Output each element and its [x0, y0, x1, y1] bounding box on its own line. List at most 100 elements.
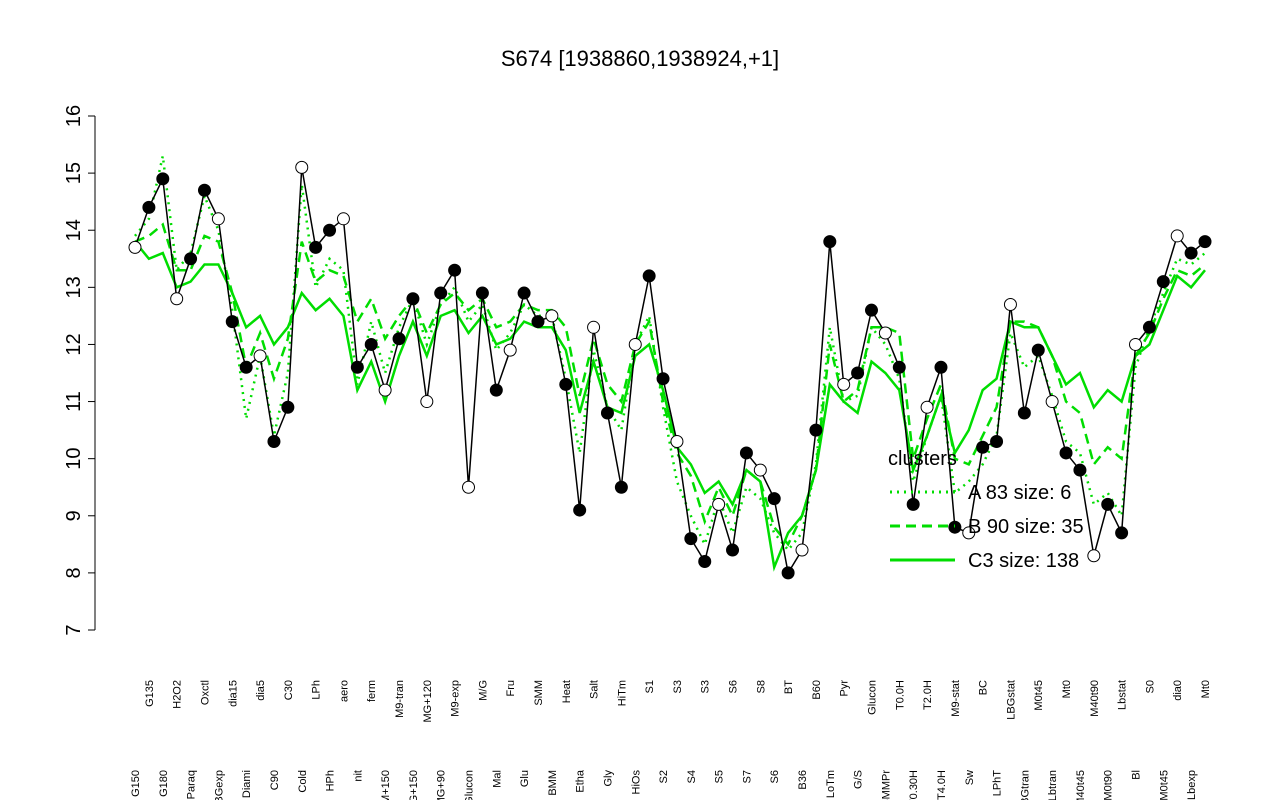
y-tick-label: 10 [63, 448, 85, 470]
data-point [1142, 320, 1156, 334]
x-tick-label: MG+90 [436, 770, 448, 800]
data-point [726, 543, 740, 557]
x-tick-label: Pyr [839, 680, 851, 697]
x-tick-label: nit [352, 770, 364, 782]
x-tick-label: BT [783, 680, 795, 694]
data-point [1087, 549, 1101, 563]
data-point [1073, 463, 1087, 477]
data-point [587, 320, 601, 334]
x-tick-label: Paraq [186, 770, 198, 799]
legend-title: clusters [888, 448, 957, 470]
x-tick-label: GM+150 [380, 770, 392, 800]
data-point [976, 440, 990, 454]
data-point [1115, 526, 1129, 540]
data-point [656, 372, 670, 386]
x-tick-label: S8 [755, 680, 767, 693]
x-tick-label: Fru [505, 680, 517, 697]
x-tick-label: MG+120 [422, 680, 434, 723]
x-tick-label: M40t45 [1075, 770, 1087, 800]
x-tick-label: M0t45 [1033, 680, 1045, 711]
data-point [962, 526, 976, 540]
data-point [531, 315, 545, 329]
data-point [1156, 275, 1170, 289]
data-point [1045, 395, 1059, 409]
x-tick-label: dia15 [227, 680, 239, 707]
x-tick-label: LPhT [992, 770, 1004, 797]
data-point [712, 497, 726, 511]
x-tick-label: S1 [644, 680, 656, 693]
chart-title: S674 [1938860,1938924,+1] [501, 46, 779, 71]
x-tick-label: S3 [672, 680, 684, 693]
x-tick-label: C30 [283, 680, 295, 700]
x-tick-label: LBGstat [1005, 680, 1017, 720]
data-point [211, 212, 225, 226]
y-tick-label: 16 [63, 105, 85, 127]
data-point [1170, 229, 1184, 243]
data-point [197, 183, 211, 197]
data-point [156, 172, 170, 186]
y-tick-label: 11 [63, 391, 85, 412]
y-tick-label: 7 [63, 624, 85, 635]
x-tick-label: Lbexp [1186, 770, 1198, 800]
x-tick-label: G150 [130, 770, 142, 797]
data-point [906, 497, 920, 511]
x-tick-label: Glucon [464, 770, 476, 800]
x-tick-label: T0.30H [908, 770, 920, 800]
x-tick-label: Cold [297, 770, 309, 793]
x-tick-label: Mt0 [1200, 680, 1212, 698]
data-point [795, 543, 809, 557]
x-tick-label: Heat [561, 680, 573, 703]
data-point [489, 383, 503, 397]
data-point [698, 554, 712, 568]
data-point [628, 337, 642, 351]
y-tick-label: 14 [63, 219, 85, 241]
x-tick-label: LoTm [825, 770, 837, 798]
x-tick-label: S2 [658, 770, 670, 783]
x-tick-label: ferm [366, 680, 378, 702]
x-tick-label: S4 [686, 770, 698, 783]
data-point [170, 292, 184, 306]
data-point [600, 406, 614, 420]
x-tick-label: BMM [547, 770, 559, 796]
data-point [864, 303, 878, 317]
data-point [809, 423, 823, 437]
data-point [475, 286, 489, 300]
data-point [753, 463, 767, 477]
x-tick-label: LBGexp [213, 770, 225, 800]
data-point [781, 566, 795, 580]
y-tick-label: 9 [63, 510, 85, 521]
data-point [392, 332, 406, 346]
data-point [128, 240, 142, 254]
data-point [1198, 235, 1212, 249]
data-line [134, 167, 1206, 575]
y-tick-label: 15 [63, 162, 85, 184]
x-tick-label: M9-stat [950, 680, 962, 717]
data-point [434, 286, 448, 300]
x-tick-label: S0 [1144, 680, 1156, 693]
data-point [1101, 497, 1115, 511]
x-tick-label: T4.0H [936, 770, 948, 800]
x-tick-label: S7 [741, 770, 753, 783]
x-tick-label: LPh [311, 680, 323, 700]
data-point [1184, 246, 1198, 260]
data-point [1031, 343, 1045, 357]
x-tick-label: S3 [700, 680, 712, 693]
data-point [378, 383, 392, 397]
x-tick-label: HiTm [616, 680, 628, 706]
legend-label: C3 size: 138 [968, 550, 1079, 572]
x-tick-label: SMMPr [880, 770, 892, 800]
cluster-line [134, 155, 1206, 553]
x-tick-label: aero [338, 680, 350, 702]
data-point [309, 240, 323, 254]
x-tick-label: Oxctl [199, 680, 211, 705]
x-tick-label: M0t90 [1103, 770, 1115, 800]
data-point [990, 435, 1004, 449]
data-point [767, 492, 781, 506]
data-point [503, 343, 517, 357]
data-point [406, 292, 420, 306]
data-point [837, 377, 851, 391]
x-tick-label: Diami [241, 770, 253, 798]
x-tick-label: dia0 [1172, 680, 1184, 701]
data-point [336, 212, 350, 226]
